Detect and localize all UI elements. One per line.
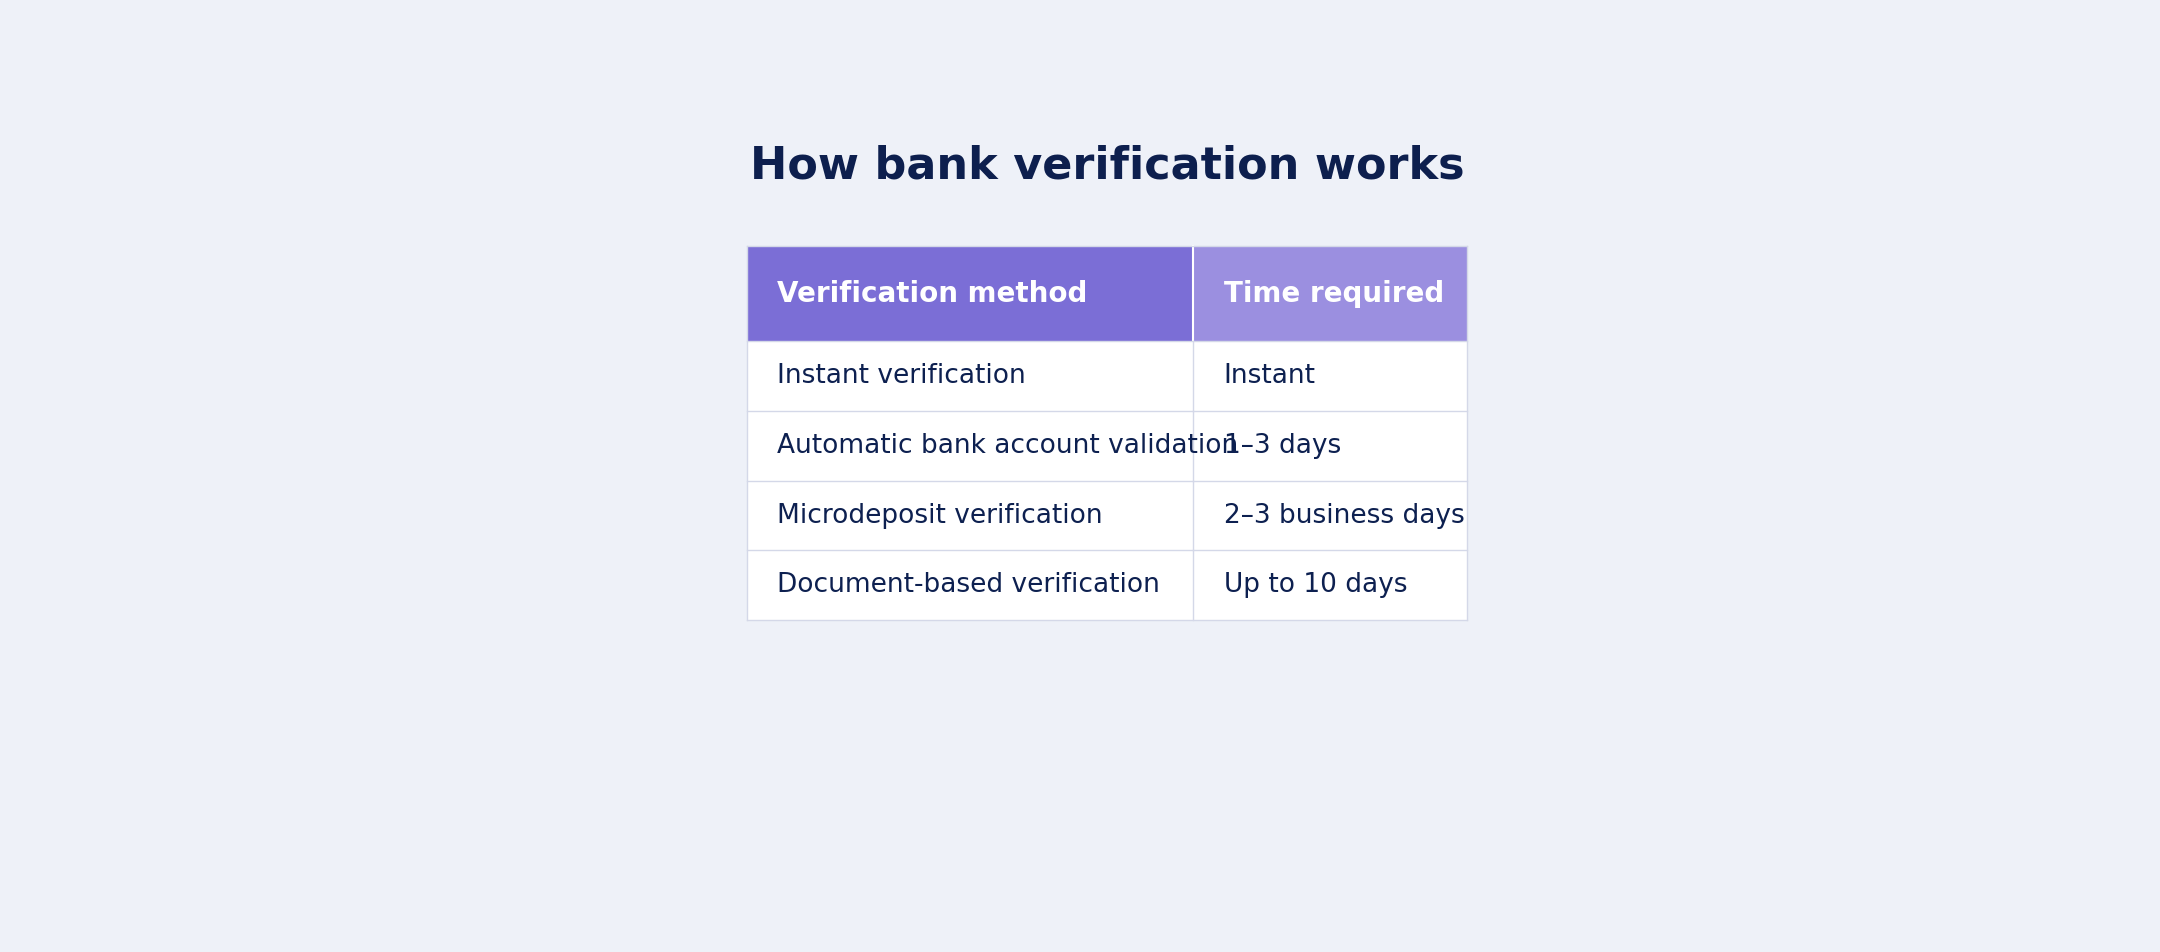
- Text: Verification method: Verification method: [778, 280, 1089, 307]
- Text: Time required: Time required: [1223, 280, 1443, 307]
- Text: How bank verification works: How bank verification works: [750, 144, 1464, 187]
- Text: Instant: Instant: [1223, 364, 1315, 389]
- Bar: [747, 247, 1192, 342]
- Text: Microdeposit verification: Microdeposit verification: [778, 503, 1104, 528]
- Text: Up to 10 days: Up to 10 days: [1223, 572, 1406, 598]
- Text: Automatic bank account validation: Automatic bank account validation: [778, 433, 1238, 459]
- Bar: [747, 411, 1467, 481]
- Text: 2–3 business days: 2–3 business days: [1223, 503, 1464, 528]
- Text: Document-based verification: Document-based verification: [778, 572, 1160, 598]
- Bar: [1192, 247, 1467, 342]
- Bar: [747, 550, 1467, 620]
- Text: 1–3 days: 1–3 days: [1223, 433, 1341, 459]
- Bar: [747, 481, 1467, 550]
- Bar: [747, 342, 1467, 411]
- Text: Instant verification: Instant verification: [778, 364, 1026, 389]
